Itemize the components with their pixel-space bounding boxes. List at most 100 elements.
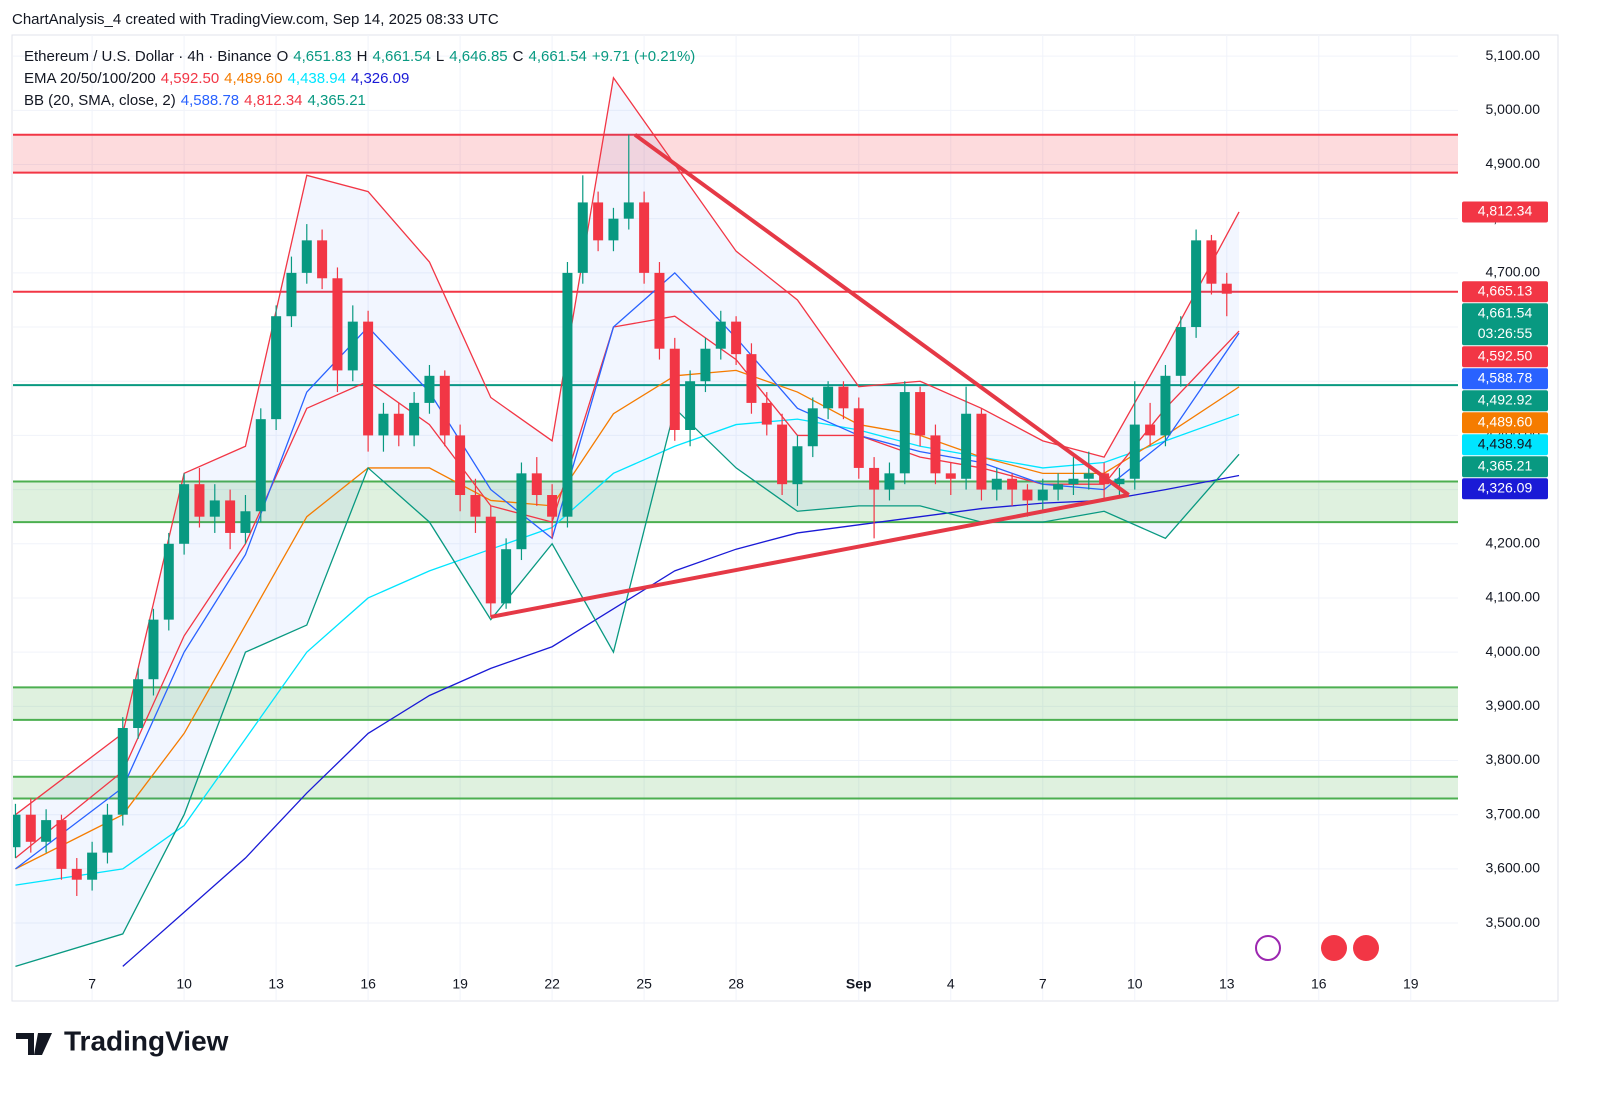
candle-body: [1206, 240, 1217, 284]
price-label-text: 4,588.78: [1478, 369, 1533, 385]
candle-body: [485, 516, 496, 604]
candle-body: [501, 549, 512, 604]
event-icon: [1255, 935, 1281, 961]
candle-body: [41, 820, 52, 842]
candle-body: [1191, 240, 1202, 328]
candle-body: [930, 435, 941, 474]
candle-body: [915, 392, 926, 436]
candle-body: [209, 500, 220, 517]
candle-body: [286, 272, 297, 317]
candle-body: [255, 419, 266, 512]
x-tick-label: 25: [636, 976, 652, 992]
legend-text: 4,438.94: [288, 70, 346, 87]
price-label-text: 4,326.09: [1478, 479, 1533, 495]
candle-body: [869, 467, 880, 490]
brand: TradingView: [64, 1025, 229, 1056]
candle-body: [13, 814, 21, 848]
price-label-text: 4,492.92: [1478, 391, 1533, 407]
candle-body: [976, 413, 987, 490]
candle-body: [547, 495, 558, 517]
candle-body: [531, 473, 542, 496]
price-label-text: 4,365.21: [1478, 457, 1533, 473]
indicator-line: [15, 76, 1240, 816]
x-tick-label: 10: [176, 976, 192, 992]
candle-body: [102, 814, 113, 853]
x-tick-label: 22: [544, 976, 560, 992]
candle-body: [378, 413, 389, 436]
indicator-line: [15, 407, 1240, 968]
zone: [13, 687, 1458, 720]
plot: [13, 35, 1458, 1000]
legend-text: 4,592.50: [161, 70, 219, 87]
price-label: [1462, 434, 1548, 456]
candle-body: [1160, 375, 1171, 436]
price-label-text: 4,661.54: [1478, 304, 1533, 320]
candle-body: [409, 402, 420, 436]
candle-body: [439, 375, 450, 436]
y-tick-label: 5,000.00: [1486, 101, 1541, 117]
indicator-line: [15, 369, 1240, 870]
price-label: [1462, 478, 1548, 500]
candle-body: [1053, 484, 1064, 490]
y-tick-label: 3,600.00: [1486, 860, 1541, 876]
x-tick-label: 13: [1219, 976, 1235, 992]
candle-body: [1068, 478, 1079, 485]
zone: [13, 134, 1458, 173]
brand-logo: [16, 1033, 52, 1055]
price-label: [1462, 281, 1548, 303]
header: ChartAnalysis_4 created with TradingView…: [12, 11, 499, 28]
zone: [13, 776, 1458, 799]
candle-body: [899, 392, 910, 474]
legend-text: BB (20, SMA, close, 2): [24, 92, 176, 109]
candle-body: [1175, 327, 1186, 376]
y-tick-label: 5,100.00: [1486, 47, 1541, 63]
candle-body: [225, 500, 236, 533]
candle-body: [608, 218, 619, 241]
candle-body: [1221, 283, 1232, 294]
legend-text: 4,661.54: [373, 48, 431, 65]
price-label-text: 4,665.13: [1478, 282, 1533, 298]
frame: [11, 34, 1559, 1002]
candle-body: [332, 278, 343, 371]
legend-text: EMA 20/50/100/200: [24, 70, 156, 87]
price-label: [1462, 456, 1548, 478]
candle-body: [838, 386, 849, 409]
candle-body: [700, 348, 711, 382]
candle-body: [25, 814, 36, 842]
candle-body: [884, 473, 895, 490]
legend-text: L: [436, 48, 444, 65]
x-tick-label: 13: [268, 976, 284, 992]
candle-body: [363, 321, 374, 436]
candle-body: [117, 728, 128, 815]
legend: Ethereum / U.S. Dollar · 4h · Binance O 4,…: [24, 48, 695, 109]
candle-body: [516, 473, 527, 550]
legend-text: H: [357, 48, 368, 65]
candle-body: [807, 408, 818, 447]
legend-text: +9.71 (+0.21%): [592, 48, 695, 65]
indicator-line: [15, 271, 1240, 870]
y-tick-label: 3,900.00: [1486, 697, 1541, 713]
candle-body: [792, 446, 803, 485]
x-tick-label: 16: [360, 976, 376, 992]
candle-body: [470, 495, 481, 517]
legend-text: 4,812.34: [244, 92, 302, 109]
trendline: [490, 493, 1130, 619]
price-label-text: 4,438.94: [1478, 435, 1533, 451]
legend-text: 4,326.09: [351, 70, 409, 87]
candle-body: [163, 543, 174, 620]
legend-text: O: [277, 48, 289, 65]
candle-body: [133, 679, 144, 729]
candle-body: [424, 375, 435, 403]
candle-body: [945, 473, 956, 479]
price-label: [1462, 412, 1548, 434]
candle-body: [148, 619, 159, 680]
price-label: [1462, 303, 1548, 346]
indicator-line: [15, 315, 1240, 859]
candle-body: [1022, 489, 1033, 501]
candle-body: [1083, 473, 1094, 479]
candle-body: [761, 402, 772, 425]
x-tick-label: 7: [88, 976, 96, 992]
price-label-text: 4,592.50: [1478, 347, 1533, 363]
candle-body: [56, 820, 67, 869]
